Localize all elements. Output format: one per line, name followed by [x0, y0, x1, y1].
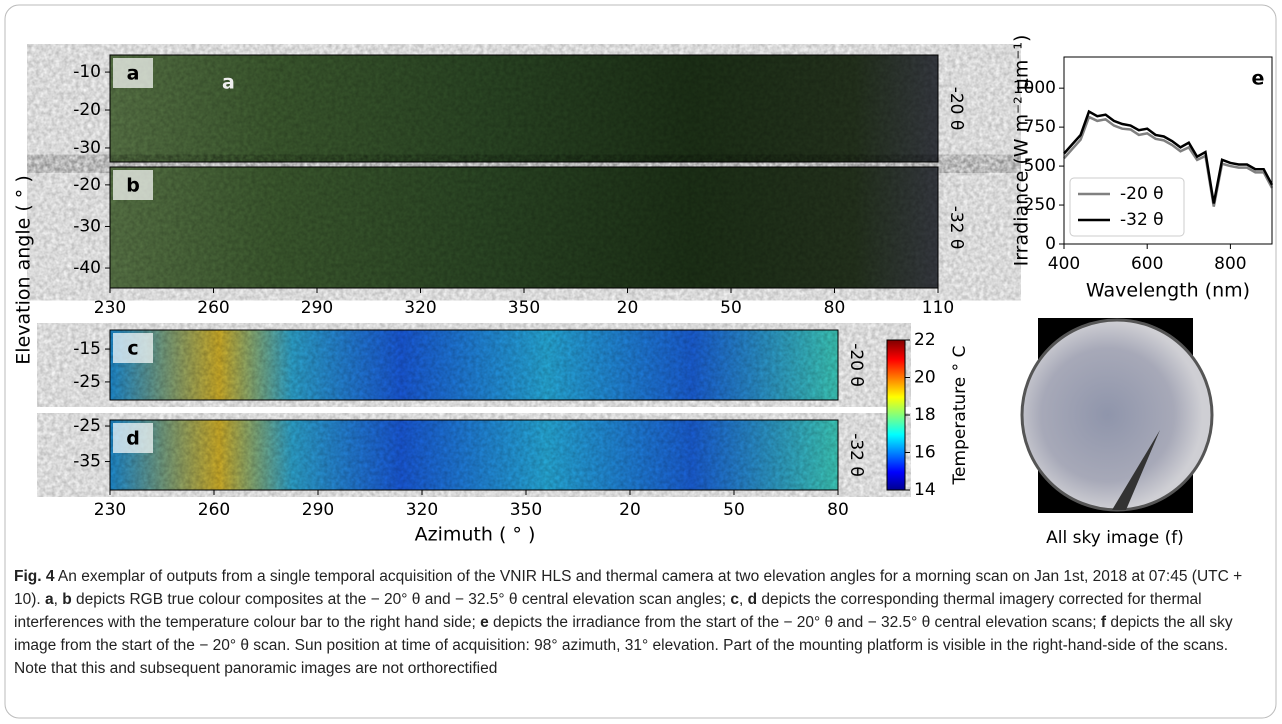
x-tick-label: 20	[619, 500, 641, 520]
y-tick-label: -40	[73, 258, 101, 278]
x-axis-label: Azimuth ( ° )	[415, 524, 536, 546]
panel-texture	[110, 167, 938, 288]
y-tick-label: -30	[73, 216, 101, 236]
panel-letter: d	[126, 428, 140, 450]
caption-text: ,	[54, 591, 63, 608]
angle-label: -32 θ	[846, 433, 866, 477]
x-tick-label: 320	[406, 500, 438, 520]
colorbar-tick-label: 16	[914, 443, 936, 463]
panel-letter: b	[126, 175, 140, 197]
x-tick-label: 80	[824, 298, 846, 318]
caption-text: e	[480, 614, 489, 631]
x-tick-label: 80	[827, 500, 849, 520]
y-axis-label: Irradiance (W m⁻² μm⁻¹)	[1011, 35, 1033, 267]
angle-label: -20 θ	[846, 343, 866, 387]
panel-letter: a	[127, 63, 140, 85]
legend-label: -20 θ	[1120, 184, 1164, 204]
x-tick-label: 800	[1214, 254, 1246, 274]
caption-text: c	[730, 591, 739, 608]
y-tick-label: -15	[73, 339, 101, 359]
x-tick-label: 290	[302, 500, 334, 520]
colorbar	[887, 340, 905, 490]
x-tick-label: 260	[198, 500, 230, 520]
colorbar-label: Temperature ° C	[950, 346, 970, 486]
angle-label: -32 θ	[946, 206, 966, 250]
x-tick-label: 400	[1048, 254, 1080, 274]
x-tick-label: 320	[404, 298, 436, 318]
image-letter: a	[222, 72, 235, 94]
colorbar-tick-label: 18	[914, 405, 936, 425]
y-tick-label: 0	[1045, 234, 1056, 254]
x-tick-label: 350	[510, 500, 542, 520]
panel-texture	[110, 420, 838, 490]
caption-text: depicts the irradiance from the start of…	[489, 614, 1101, 631]
x-tick-label: 350	[508, 298, 540, 318]
y-axis-label: Elevation angle ( ° )	[13, 175, 35, 364]
y-tick-label: -20	[73, 175, 101, 195]
x-tick-label: 600	[1131, 254, 1163, 274]
y-tick-label: -25	[73, 416, 101, 436]
x-axis-label: Wavelength (nm)	[1086, 280, 1250, 302]
figure-page: All sky image (f) Elevation angle ( ° ) …	[0, 0, 1282, 724]
x-tick-label: 110	[922, 298, 954, 318]
caption-text: depicts RGB true colour composites at th…	[72, 591, 731, 608]
legend-label: -32 θ	[1120, 210, 1164, 230]
x-tick-label: 50	[723, 500, 745, 520]
x-tick-label: 20	[617, 298, 639, 318]
caption: Fig. 4 An exemplar of outputs from a sin…	[14, 565, 1264, 680]
colorbar-tick-label: 22	[914, 330, 936, 350]
caption-text: b	[62, 591, 71, 608]
y-tick-label: -25	[73, 372, 101, 392]
panel-texture	[110, 330, 838, 400]
y-tick-label: -30	[73, 138, 101, 158]
x-tick-label: 260	[197, 298, 229, 318]
caption-text: ,	[739, 591, 748, 608]
caption-text: Fig. 4	[14, 568, 54, 585]
y-tick-label: -35	[73, 452, 101, 472]
angle-label: -20 θ	[946, 87, 966, 131]
x-tick-label: 230	[94, 500, 126, 520]
sky-image	[1022, 320, 1212, 510]
x-tick-label: 290	[301, 298, 333, 318]
sky-label: All sky image (f)	[1046, 528, 1184, 548]
panel-letter: c	[127, 338, 138, 360]
x-tick-label: 230	[94, 298, 126, 318]
y-tick-label: -10	[73, 62, 101, 82]
y-tick-label: -20	[73, 100, 101, 120]
colorbar-tick-label: 20	[914, 368, 936, 388]
x-tick-label: 50	[720, 298, 742, 318]
caption-text: d	[748, 591, 757, 608]
colorbar-tick-label: 14	[914, 480, 936, 500]
caption-text: a	[45, 591, 54, 608]
panel-letter: e	[1252, 68, 1265, 90]
